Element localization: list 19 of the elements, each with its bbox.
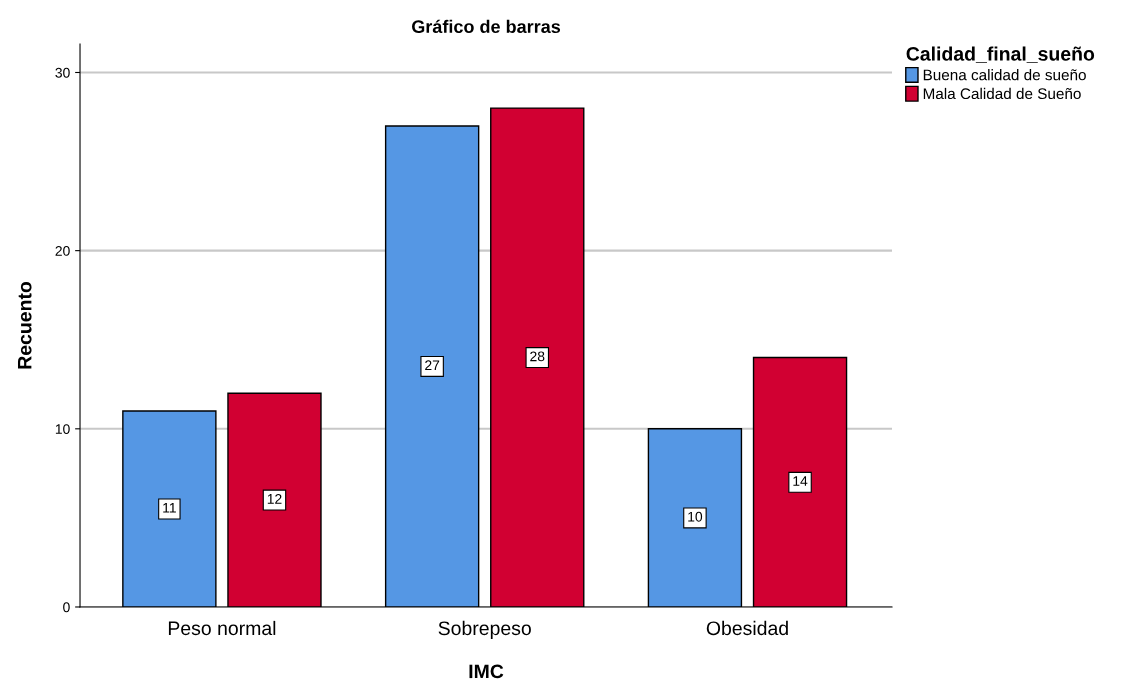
data-label: 14 xyxy=(793,476,808,486)
legend-label: Buena calidad de sueño xyxy=(923,69,1086,81)
y-tick-label: 30 xyxy=(55,67,70,78)
x-axis-title: IMC xyxy=(469,664,504,679)
x-tick-label: Sobrepeso xyxy=(438,620,531,639)
data-label: 28 xyxy=(530,351,545,362)
data-label: 11 xyxy=(163,503,176,513)
y-axis-title: Recuento xyxy=(17,281,32,369)
x-tick-label: Obesidad xyxy=(706,620,788,636)
chart-title: Gráfico de barras xyxy=(412,19,561,34)
y-tick-label: 0 xyxy=(63,602,70,613)
x-tick-label: Peso normal xyxy=(168,620,276,636)
legend-title: Calidad_final_sueño xyxy=(906,46,1095,63)
legend-label: Mala Calidad de Sueño xyxy=(923,87,1081,100)
y-tick-label: 10 xyxy=(55,424,70,434)
data-label: 27 xyxy=(425,360,440,371)
data-label: 10 xyxy=(688,511,703,522)
data-label: 12 xyxy=(267,493,282,504)
y-tick-label: 20 xyxy=(55,245,70,256)
